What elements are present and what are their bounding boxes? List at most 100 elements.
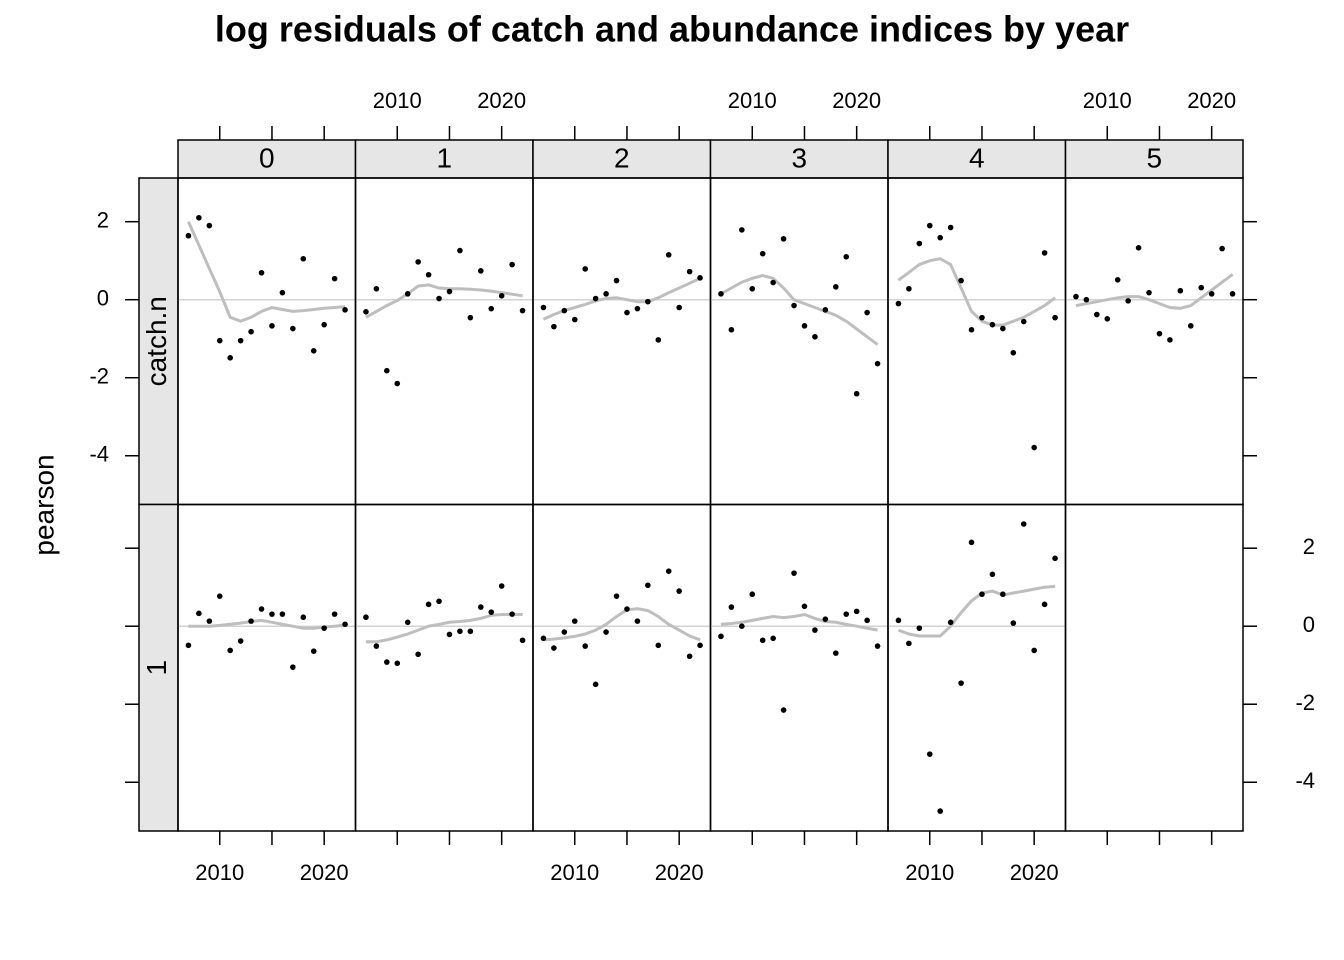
point: [895, 300, 902, 307]
point: [237, 638, 244, 644]
smooth-line: [365, 283, 523, 319]
panel-frame: [1064, 503, 1244, 832]
point: [645, 582, 651, 589]
point: [269, 323, 275, 329]
point: [248, 618, 254, 624]
panel-frame: [887, 503, 1067, 832]
point: [1041, 250, 1048, 256]
point: [759, 250, 766, 257]
point: [906, 285, 912, 292]
point: [1000, 591, 1006, 598]
point: [279, 289, 286, 296]
point: [258, 606, 265, 612]
strip-label: 3: [791, 142, 807, 173]
x-tick-label: 2020: [300, 860, 349, 885]
point: [843, 611, 850, 617]
point: [446, 288, 453, 295]
point: [1073, 293, 1079, 300]
point: [519, 307, 526, 314]
point: [540, 304, 547, 311]
panel-frame: [354, 503, 534, 832]
point: [1104, 316, 1111, 322]
point: [1187, 323, 1194, 329]
point: [603, 291, 609, 297]
point: [1052, 314, 1058, 321]
point: [864, 309, 870, 316]
y-tick-label: 2: [97, 208, 109, 233]
point: [1135, 245, 1142, 251]
chart-title: log residuals of catch and abundance ind…: [215, 9, 1129, 50]
strip-label: 1: [436, 142, 452, 173]
y-tick-label: 2: [1303, 534, 1315, 559]
y-tick-label: -2: [89, 364, 109, 389]
point: [1229, 291, 1236, 297]
smooth-line: [187, 221, 346, 323]
point: [1156, 330, 1163, 337]
point: [404, 291, 411, 297]
point: [853, 608, 860, 615]
point: [979, 314, 985, 321]
point: [509, 261, 515, 268]
point: [1125, 298, 1131, 304]
point: [937, 234, 944, 241]
point: [1167, 337, 1173, 343]
point: [196, 610, 202, 617]
point: [770, 635, 776, 642]
point: [874, 643, 881, 649]
y-tick-label: -4: [89, 442, 109, 467]
point: [446, 631, 453, 638]
point: [1219, 245, 1225, 252]
point: [571, 618, 578, 624]
point: [822, 307, 829, 313]
point: [384, 367, 390, 374]
smooth-line: [188, 618, 346, 630]
point: [561, 629, 568, 635]
point: [968, 539, 975, 546]
point: [655, 642, 662, 649]
point: [384, 659, 390, 665]
panel-frame: [354, 177, 534, 506]
x-tick-label: 2010: [728, 88, 777, 113]
point: [477, 268, 484, 274]
point: [780, 236, 787, 242]
point: [739, 623, 745, 630]
point: [237, 337, 244, 344]
point: [457, 628, 463, 635]
point: [1010, 349, 1017, 356]
point: [634, 305, 641, 312]
x-tick-label: 2010: [195, 860, 244, 885]
point: [1198, 284, 1205, 291]
y-tick-label: 0: [97, 286, 109, 311]
y-tick-label: -2: [1295, 690, 1315, 715]
point: [1010, 620, 1017, 626]
point: [634, 618, 641, 624]
point: [279, 611, 286, 617]
point: [227, 647, 234, 654]
point: [551, 323, 557, 330]
y-tick-label: -4: [1295, 768, 1315, 793]
point: [582, 643, 589, 649]
point: [832, 650, 839, 656]
x-tick-label: 2020: [477, 88, 526, 113]
strip-label: 1: [141, 660, 172, 676]
panel-frame: [532, 503, 712, 832]
point: [331, 611, 338, 617]
smooth-line: [720, 273, 879, 346]
point: [373, 285, 380, 292]
point: [812, 627, 818, 633]
point: [697, 275, 703, 281]
x-tick-label: 2020: [832, 88, 881, 113]
point: [1114, 277, 1121, 283]
point: [676, 588, 682, 594]
point: [331, 275, 338, 282]
point: [321, 321, 327, 328]
point: [801, 323, 808, 329]
point: [248, 328, 254, 335]
point: [436, 295, 442, 302]
point: [488, 609, 495, 615]
point: [770, 279, 776, 286]
point: [958, 680, 964, 686]
point: [780, 707, 787, 713]
point: [519, 637, 526, 644]
point: [300, 255, 307, 262]
